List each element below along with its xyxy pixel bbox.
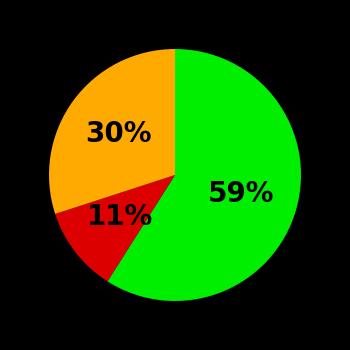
Wedge shape	[107, 49, 301, 301]
Text: 30%: 30%	[86, 120, 152, 148]
Text: 59%: 59%	[208, 180, 275, 208]
Text: 11%: 11%	[87, 203, 153, 231]
Wedge shape	[55, 175, 175, 281]
Wedge shape	[49, 49, 175, 214]
